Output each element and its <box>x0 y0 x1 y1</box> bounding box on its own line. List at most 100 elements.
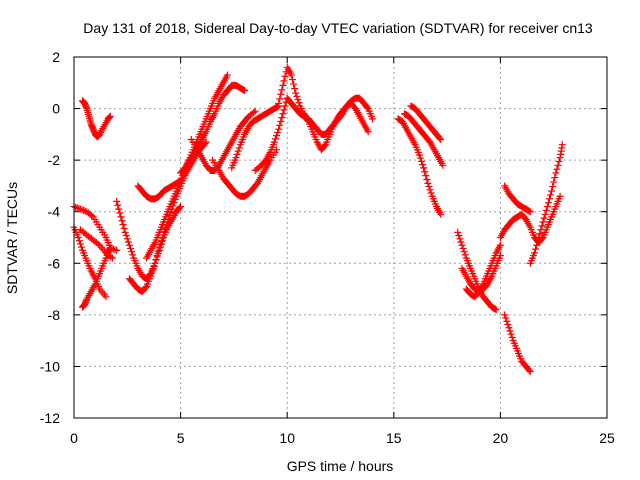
data-point <box>102 293 110 301</box>
data-point <box>271 135 279 143</box>
data-point <box>415 151 423 159</box>
plot-frame <box>73 56 608 419</box>
data-point <box>461 251 469 259</box>
data-point <box>551 174 559 182</box>
data-point <box>113 197 121 205</box>
data-point <box>234 147 242 155</box>
data-point <box>416 154 424 162</box>
series-arc-26 <box>526 141 566 267</box>
data-point <box>157 237 165 245</box>
data-point <box>420 164 428 172</box>
data-point <box>149 266 157 274</box>
x-tick-label: 0 <box>70 430 78 446</box>
data-point <box>77 243 85 251</box>
data-point <box>121 228 129 236</box>
data-point <box>250 108 258 116</box>
data-point <box>114 201 122 209</box>
data-point <box>290 80 298 88</box>
data-point <box>543 203 551 211</box>
data-point <box>502 314 510 322</box>
data-point <box>423 175 431 183</box>
data-point <box>437 210 445 218</box>
data-point <box>278 114 286 122</box>
data-point <box>456 235 464 243</box>
data-point <box>156 241 164 249</box>
data-point <box>454 228 462 236</box>
x-tick-label: 20 <box>493 430 509 446</box>
data-point <box>161 228 169 236</box>
data-point <box>281 72 289 80</box>
data-point <box>158 234 166 242</box>
data-point <box>124 238 132 246</box>
data-point <box>421 168 429 176</box>
y-tick-label: -12 <box>40 410 60 426</box>
y-tick-label: -8 <box>48 307 61 323</box>
data-point <box>492 306 500 314</box>
data-point <box>538 235 546 243</box>
data-point <box>73 204 81 212</box>
data-point <box>120 224 128 232</box>
data-point <box>491 305 499 313</box>
data-point <box>275 99 283 107</box>
data-point <box>276 95 284 103</box>
data-point <box>224 71 232 79</box>
series-arc-21 <box>454 228 500 314</box>
series-arc-19 <box>400 110 447 169</box>
data-point <box>75 204 83 212</box>
data-point <box>106 112 114 120</box>
series-arc-18 <box>394 115 445 218</box>
data-point <box>176 204 184 212</box>
data-point <box>280 77 288 85</box>
data-point <box>558 141 566 149</box>
x-tick-label: 15 <box>386 430 402 446</box>
data-point <box>141 284 149 292</box>
data-point <box>422 172 430 180</box>
data-point <box>526 208 534 216</box>
data-point <box>162 224 170 232</box>
chart-title: Day 131 of 2018, Sidereal Day-to-day VTE… <box>83 20 593 36</box>
y-tick-label: 0 <box>52 101 60 117</box>
data-point <box>126 244 134 252</box>
data-point <box>279 110 287 118</box>
data-point <box>115 205 123 213</box>
data-point <box>504 321 512 329</box>
series-arc-12 <box>209 146 281 200</box>
data-point <box>273 132 281 140</box>
data-point <box>508 333 516 341</box>
data-point <box>549 183 557 191</box>
data-point <box>277 117 285 125</box>
data-point <box>501 311 509 319</box>
data-point <box>552 169 560 177</box>
data-point <box>459 244 467 252</box>
axis-ticks: 0 5 10 15 20 25 -12 -10 -8 -6 -4 -2 0 2 <box>40 49 615 446</box>
data-point <box>457 238 465 246</box>
data-point <box>287 71 295 79</box>
data-point <box>147 272 155 280</box>
x-axis-label: GPS time / hours <box>287 458 394 474</box>
x-tick-label: 25 <box>599 430 615 446</box>
data-point <box>537 226 545 234</box>
data-point <box>506 327 514 335</box>
data-point <box>455 232 463 240</box>
series-arc-10 <box>177 81 249 177</box>
y-tick-label: -6 <box>48 255 61 271</box>
data-point <box>125 241 133 249</box>
data-points <box>70 63 566 376</box>
data-point <box>289 76 297 84</box>
data-point <box>548 187 556 195</box>
data-point <box>536 230 544 238</box>
data-point <box>292 89 300 97</box>
data-point <box>155 244 163 252</box>
data-point <box>503 317 511 325</box>
series-arc-2 <box>70 203 121 254</box>
data-point <box>280 106 288 114</box>
data-point <box>94 240 102 248</box>
data-point <box>88 212 96 220</box>
data-point <box>72 203 80 211</box>
data-point <box>293 92 301 100</box>
y-tick-label: -10 <box>40 358 60 374</box>
data-point <box>274 103 282 111</box>
data-point <box>119 221 127 229</box>
y-axis-label: SDTVAR / TECUs <box>4 182 20 294</box>
